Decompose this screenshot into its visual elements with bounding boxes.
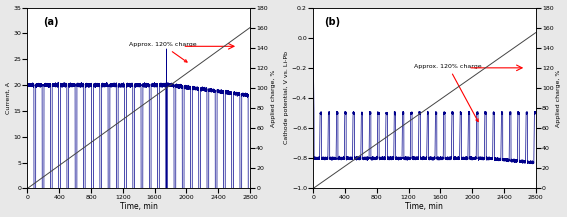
Y-axis label: Applied charge, %: Applied charge, % [270, 69, 276, 127]
Y-axis label: Applied charge, %: Applied charge, % [556, 69, 561, 127]
X-axis label: Time, min: Time, min [120, 202, 158, 211]
Y-axis label: Current, A: Current, A [6, 82, 11, 114]
Text: (a): (a) [43, 16, 58, 27]
X-axis label: Time, min: Time, min [405, 202, 443, 211]
Text: (b): (b) [324, 16, 340, 27]
Y-axis label: Cathode potential, V vs. Li-Pb: Cathode potential, V vs. Li-Pb [284, 51, 289, 145]
Text: Approx. 120% charge: Approx. 120% charge [129, 42, 196, 62]
Text: Approx. 120% charge: Approx. 120% charge [414, 64, 482, 122]
